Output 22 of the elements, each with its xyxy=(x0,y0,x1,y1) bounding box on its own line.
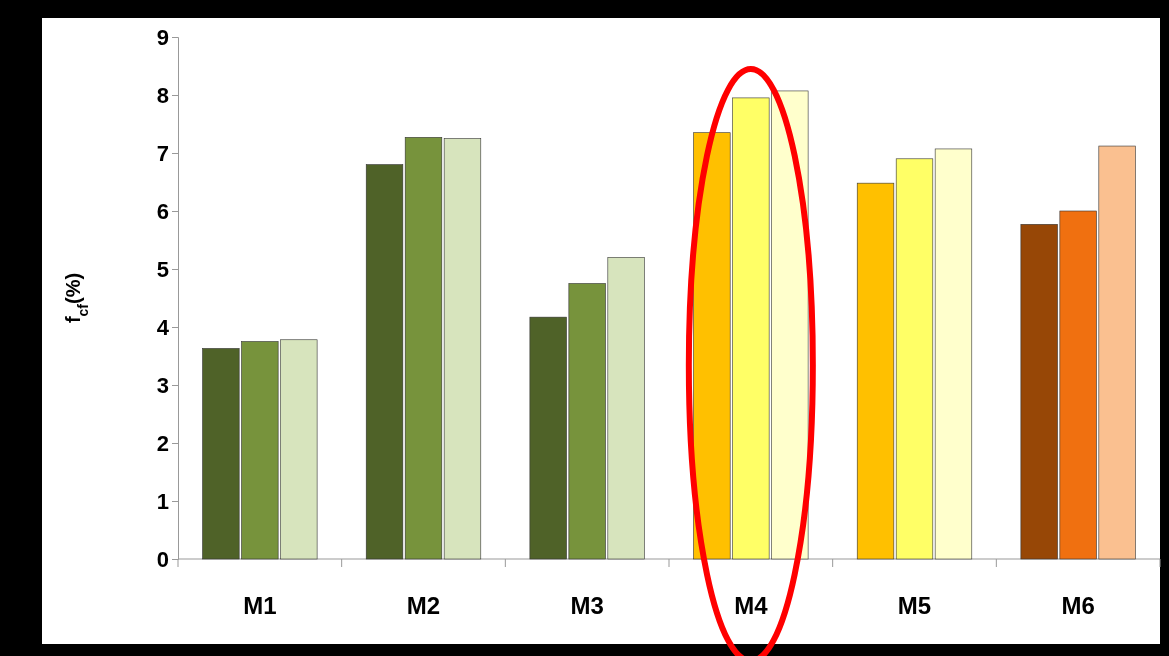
y-tick-label: 8 xyxy=(156,82,169,108)
y-tick-label: 6 xyxy=(156,198,169,224)
x-tick-label: M2 xyxy=(406,592,441,619)
y-tick-label: 7 xyxy=(156,140,169,166)
y-tick-label: 9 xyxy=(156,24,169,50)
y-tick-label: 2 xyxy=(156,430,169,456)
y-tick-label: 3 xyxy=(156,372,169,398)
x-tick-label: M1 xyxy=(243,592,277,619)
y-tick-label: 5 xyxy=(156,256,169,282)
x-tick-label: M5 xyxy=(897,592,932,619)
y-tick-label: 1 xyxy=(156,488,169,514)
x-tick-label: M6 xyxy=(1061,592,1095,619)
y-tick-label: 4 xyxy=(156,314,170,340)
bar xyxy=(895,158,934,560)
bar xyxy=(443,138,482,560)
x-tick-label: M4 xyxy=(734,592,769,619)
x-tick-label: M3 xyxy=(570,592,604,619)
y-tick-label: 0 xyxy=(156,546,169,572)
bar xyxy=(856,182,895,560)
bar xyxy=(404,137,443,560)
bar xyxy=(934,148,973,560)
bar xyxy=(365,164,404,560)
